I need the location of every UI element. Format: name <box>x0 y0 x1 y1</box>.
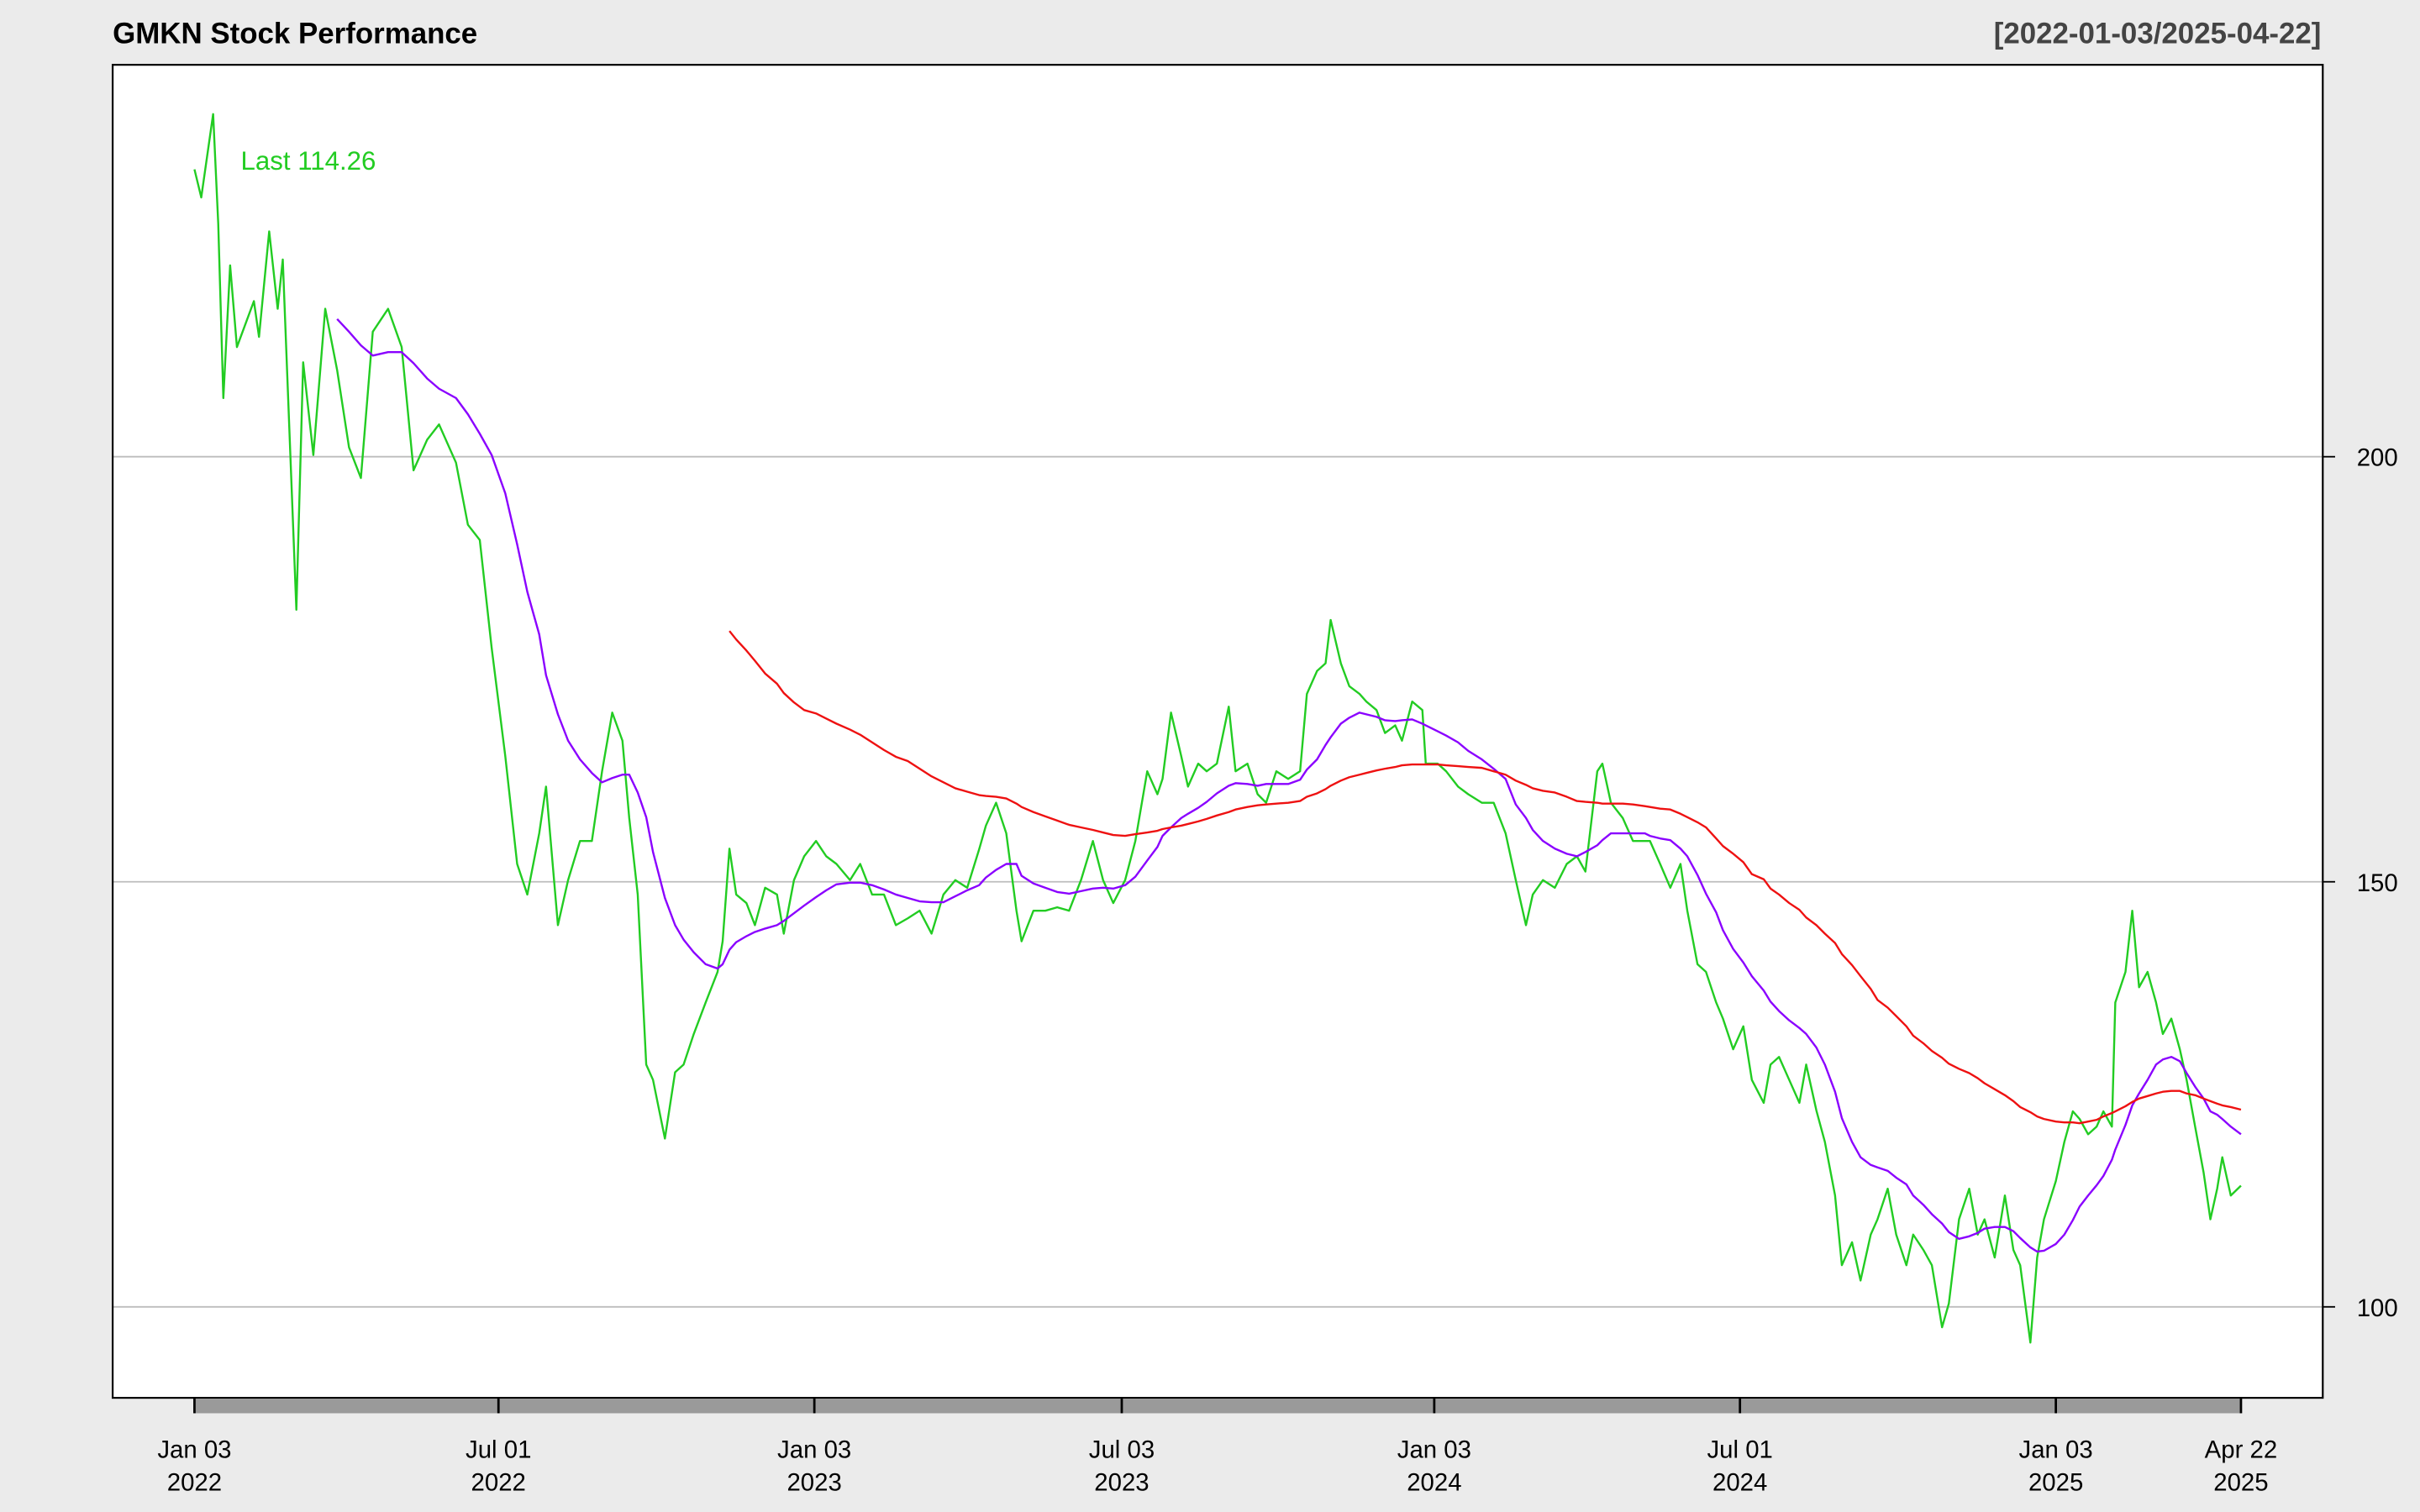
x-tick-label: 2023 <box>1094 1468 1149 1496</box>
x-tick-label: 2023 <box>786 1468 841 1496</box>
series-line <box>193 113 2242 1344</box>
x-tick-label: 2022 <box>167 1468 222 1496</box>
y-tick-label: 150 <box>2357 869 2398 897</box>
x-tick-label: 2024 <box>1407 1468 1461 1496</box>
x-tick-label: Jul 01 <box>466 1436 531 1464</box>
x-tick-label: Jan 03 <box>157 1436 231 1464</box>
date-range: [2022-01-03/2025-04-22] <box>1994 17 2322 50</box>
series-line <box>336 318 2242 1253</box>
x-tick-label: Jul 03 <box>1089 1436 1155 1464</box>
x-tick-label: 2025 <box>2028 1468 2083 1496</box>
x-tick-label: 2025 <box>2213 1468 2268 1496</box>
y-tick-label: 100 <box>2357 1294 2398 1322</box>
x-tick-label: Jan 03 <box>777 1436 851 1464</box>
x-tick-label: Jan 03 <box>1397 1436 1471 1464</box>
chart-title: GMKN Stock Performance <box>113 17 477 50</box>
x-tick-label: Jan 03 <box>2019 1436 2093 1464</box>
grid <box>113 455 2323 1308</box>
y-tick-label: 200 <box>2357 444 2398 472</box>
plot-area <box>113 65 2323 1399</box>
series-line <box>729 630 2242 1125</box>
x-axis-band <box>194 1398 2241 1414</box>
x-tick-label: 2022 <box>471 1468 526 1496</box>
x-tick-label: Jul 01 <box>1707 1436 1772 1464</box>
lines <box>193 113 2242 1344</box>
last-value-label: Last 114.26 <box>241 146 376 176</box>
x-tick-label: 2024 <box>1712 1468 1767 1496</box>
x-tick-label: Apr 22 <box>2205 1436 2278 1464</box>
